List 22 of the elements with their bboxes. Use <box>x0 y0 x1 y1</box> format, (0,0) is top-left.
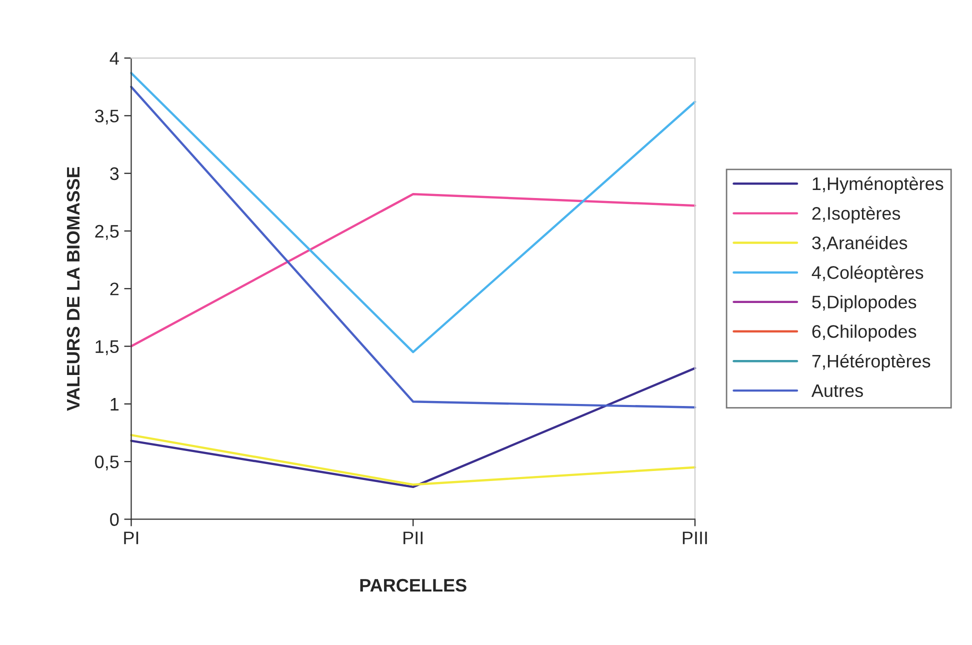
x-axis-title: PARCELLES <box>360 578 466 592</box>
legend-label: 5,Diplopodes <box>812 295 916 312</box>
y-axis-title: VALEURS DE LA BIOMASSE <box>66 166 80 411</box>
y-tick-label: 1,5 <box>96 340 119 356</box>
legend-label: 1,Hyménoptères <box>812 176 944 194</box>
x-tick-label: PI <box>124 532 138 544</box>
legend-label: 2,Isoptères <box>812 206 900 224</box>
y-tick-label: 2 <box>110 282 119 296</box>
y-tick-label: 4 <box>110 52 119 65</box>
y-tick-label: 1 <box>110 398 119 410</box>
legend-label: Autres <box>811 384 863 398</box>
legend-label: 6,Chilopodes <box>812 324 916 342</box>
y-tick-label: 0,5 <box>95 456 119 470</box>
x-tick-label: PIII <box>682 532 707 544</box>
x-tick-label: PII <box>404 532 422 544</box>
legend-label: 4,Coléoptères <box>812 265 924 283</box>
y-tick-label: 3 <box>110 167 119 180</box>
y-tick-label: 2,5 <box>95 224 119 240</box>
legend-label: 3,Aranéides <box>812 236 908 252</box>
y-tick-label: 0 <box>110 513 119 526</box>
legend-label: 7,Hétéroptères <box>812 354 930 372</box>
y-tick-label: 3,5 <box>95 110 119 125</box>
